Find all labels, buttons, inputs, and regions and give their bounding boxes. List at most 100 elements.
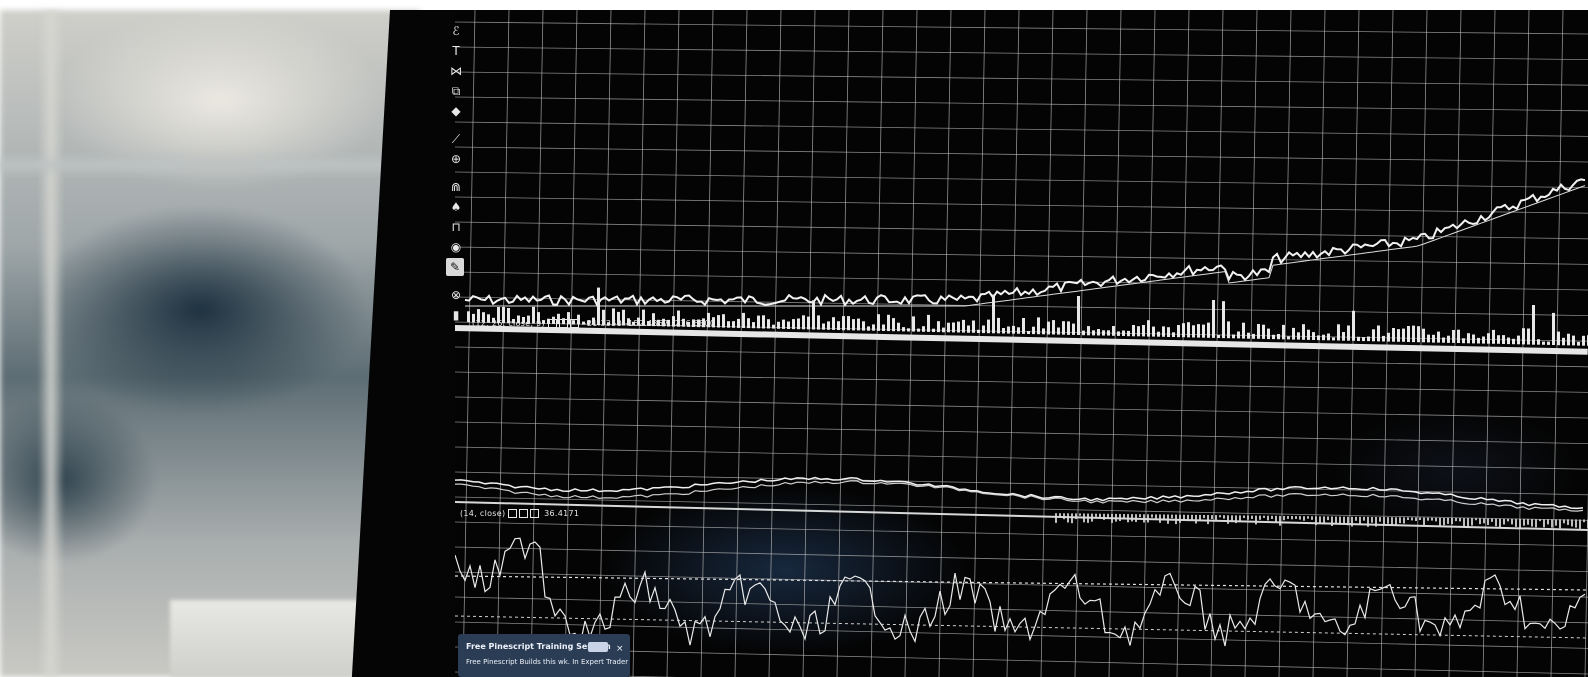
macd-histogram-bar xyxy=(1559,519,1561,529)
volume-bar xyxy=(1152,326,1155,337)
volume-bar xyxy=(872,324,875,331)
volume-bar xyxy=(1347,325,1350,341)
macd-histogram-bar xyxy=(1243,515,1245,518)
legend-close-icon[interactable] xyxy=(569,319,579,328)
volume-bar xyxy=(797,318,800,330)
rsi-panel xyxy=(455,537,1588,648)
zoom-icon[interactable]: ⊕ xyxy=(450,152,462,166)
macd-histogram-bar xyxy=(1059,513,1061,516)
volume-bar xyxy=(1277,334,1280,340)
volume-bar xyxy=(472,313,475,323)
volume-bar xyxy=(1512,338,1515,345)
volume-bar xyxy=(1257,324,1260,339)
macd-histogram-bar xyxy=(1095,513,1097,517)
toast-close-icon[interactable]: × xyxy=(616,644,624,654)
volume-bar xyxy=(757,315,760,329)
macd-histogram-bar xyxy=(1459,518,1461,522)
lock-icon[interactable]: ⊓ xyxy=(451,220,461,234)
macd-histogram-bar xyxy=(1491,518,1493,522)
volume-bar xyxy=(1292,327,1295,340)
volume-bar xyxy=(1337,324,1340,341)
volume-bar xyxy=(877,314,880,331)
volume-bar xyxy=(932,328,935,332)
macd-histogram-bar xyxy=(1255,515,1257,525)
rsi-settings-icon[interactable] xyxy=(519,509,529,518)
macd-histogram-bar xyxy=(1415,517,1417,521)
eye-icon[interactable]: ◉ xyxy=(450,240,462,254)
volume-bar xyxy=(812,300,815,330)
macd-histogram-bar xyxy=(1279,515,1281,526)
volume-bar xyxy=(507,308,510,324)
grid-vertical-line xyxy=(632,10,646,677)
volume-bar xyxy=(1002,328,1005,334)
macd-histogram-bar xyxy=(1079,513,1081,516)
macd-histogram-bar xyxy=(1399,517,1401,524)
rsi-close-icon[interactable] xyxy=(530,509,540,518)
volume-bar xyxy=(1042,328,1045,335)
volume-bar xyxy=(482,312,485,323)
volume-bar xyxy=(972,320,975,333)
grid-horizontal-line xyxy=(455,71,1588,86)
volume-bar xyxy=(842,316,845,331)
rsi-eye-icon[interactable] xyxy=(508,509,518,518)
grid-vertical-line xyxy=(496,10,510,677)
volume-bar xyxy=(1427,334,1430,343)
grid-horizontal-line xyxy=(455,596,1588,624)
volume-bar xyxy=(762,315,765,329)
volume-bar xyxy=(927,314,930,332)
volume-bar xyxy=(732,321,735,328)
volume-bar xyxy=(1182,323,1185,338)
volume-bar xyxy=(1097,329,1100,336)
volume-bar xyxy=(1242,322,1245,339)
trash-icon[interactable]: ▮ xyxy=(452,308,460,322)
notification-toast[interactable]: Free Pinescript Training Session × Free … xyxy=(458,634,630,677)
delete-drawings-icon[interactable]: ⊗ xyxy=(450,288,462,302)
toast-action-button[interactable] xyxy=(588,642,608,652)
volume-bar xyxy=(702,318,705,328)
volume-bar xyxy=(1432,334,1435,343)
macd-histogram-bar xyxy=(1239,515,1241,523)
volume-bar xyxy=(862,321,865,331)
pencil-active-icon[interactable]: ✎ xyxy=(446,258,464,276)
volume-bar xyxy=(512,319,515,324)
volume-bar xyxy=(1562,337,1565,346)
macd-histogram-bar xyxy=(1427,517,1429,521)
ruler-icon[interactable]: ⟋ xyxy=(451,132,461,146)
pattern-icon[interactable]: ⋈ xyxy=(450,64,462,78)
macd-histogram-bar xyxy=(1475,518,1477,521)
macd-panel-divider xyxy=(455,501,1588,531)
grid-horizontal-line xyxy=(455,546,1588,572)
macd-histogram-bar xyxy=(1583,519,1585,523)
volume-bar xyxy=(1532,305,1535,345)
legend-settings-icon[interactable] xyxy=(558,319,568,328)
volume-bar xyxy=(1577,341,1580,346)
volume-bar xyxy=(942,327,945,333)
macd-panel xyxy=(455,476,1588,531)
macd-histogram-bar xyxy=(1495,518,1497,527)
grid-horizontal-line xyxy=(455,21,1588,35)
fib-icon[interactable]: ⧉ xyxy=(451,84,461,98)
rsi-line xyxy=(455,537,1586,648)
volume-bar xyxy=(592,317,595,325)
price-panel-divider xyxy=(455,325,1588,355)
lock-drawings-icon[interactable]: ♠ xyxy=(450,200,462,214)
macd-histogram-bar xyxy=(1455,518,1457,522)
volume-bar xyxy=(1227,321,1230,339)
volume-bar xyxy=(587,320,590,325)
volume-bar xyxy=(1057,327,1060,335)
magnet-icon[interactable]: ⋒ xyxy=(450,180,462,194)
text-icon[interactable]: T xyxy=(452,44,460,58)
volume-bar xyxy=(992,294,995,334)
macd-histogram-bar xyxy=(1447,517,1449,524)
volume-bar xyxy=(1107,330,1110,336)
brush-icon[interactable]: ℰ xyxy=(452,24,460,38)
macd-histogram-bar xyxy=(1391,517,1393,525)
shape-icon[interactable]: ◆ xyxy=(451,104,461,118)
legend-eye-icon[interactable] xyxy=(547,319,557,328)
volume-bar xyxy=(722,314,725,328)
volume-bar xyxy=(1222,301,1225,339)
macd-histogram-bar xyxy=(1435,517,1437,522)
volume-bar xyxy=(1497,335,1500,344)
macd-histogram-bar xyxy=(1247,515,1249,520)
macd-value-3: -236.6800 xyxy=(671,319,716,328)
